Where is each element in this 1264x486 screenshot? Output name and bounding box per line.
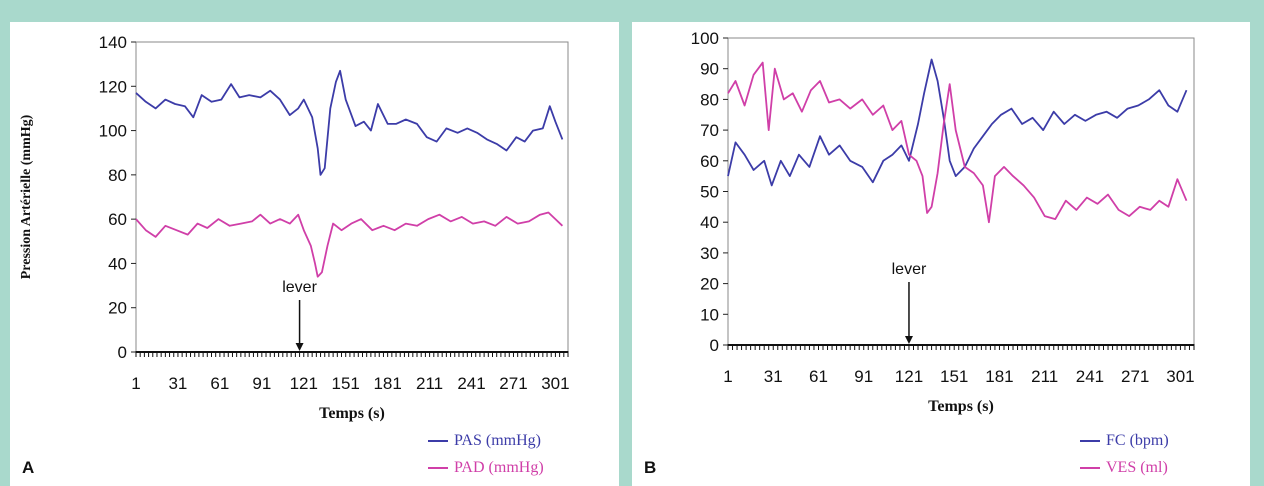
chart-panel-a: 0 20 40 60 80 100 120 140 1 31 61 91 121 151 181 211 241… xyxy=(10,22,619,486)
x-tick-label: 61 xyxy=(210,374,229,393)
x-tick-label: 31 xyxy=(168,374,187,393)
series-line-blue xyxy=(135,69,564,176)
pressure-chart: 0 20 40 60 80 100 120 140 1 31 61 91 121 151 181 211 241… xyxy=(19,33,570,422)
y-tick-label: 50 xyxy=(700,183,719,202)
legend-swatch-pad xyxy=(428,466,448,469)
heart-rate-stroke-volume-chart: 0 10 20 30 40 50 60 70 80 90 100 1 31 61 91 121 151 181 21… xyxy=(691,29,1195,415)
legend-item-pad: PAD (mmHg) xyxy=(428,454,544,481)
y-tick-label: 20 xyxy=(108,299,127,318)
y-tick-label: 80 xyxy=(700,90,719,109)
x-tick-label: 271 xyxy=(1121,367,1149,386)
y-tick-label: 100 xyxy=(99,122,127,141)
legend-item-ves: VES (ml) xyxy=(1080,454,1169,481)
x-tick-label: 151 xyxy=(332,374,360,393)
y-tick-label: 40 xyxy=(108,254,127,273)
y-tick-label: 10 xyxy=(700,305,719,324)
legend-label-pas: PAS (mmHg) xyxy=(454,431,541,449)
x-tick-label: 241 xyxy=(1076,367,1104,386)
y-tick-label: 80 xyxy=(108,166,127,185)
plot-area xyxy=(135,41,569,353)
annotation-label: lever xyxy=(892,261,927,278)
y-tick-label: 120 xyxy=(99,77,127,96)
series-line-pink xyxy=(727,61,1188,224)
plot-area xyxy=(727,37,1195,346)
x-tick-label: 121 xyxy=(290,374,318,393)
x-tick-label: 301 xyxy=(541,374,569,393)
series-line-pink xyxy=(135,211,564,278)
y-axis-title: Pression Artérielle (mmHg) xyxy=(19,114,34,279)
x-tick-label: 91 xyxy=(252,374,271,393)
x-tick-label: 181 xyxy=(373,374,401,393)
x-tick-label: 301 xyxy=(1166,367,1194,386)
annotation-arrow-head xyxy=(295,343,304,351)
legend-swatch-fc xyxy=(1080,439,1100,442)
y-tick-label: 60 xyxy=(700,152,719,171)
y-tick-label: 100 xyxy=(691,29,719,48)
legend-swatch-pas xyxy=(428,439,448,442)
chart-panel-b: 0 10 20 30 40 50 60 70 80 90 100 1 31 61 91 121 151 181 21… xyxy=(632,22,1250,486)
legend-label-fc: FC (bpm) xyxy=(1106,431,1169,449)
y-tick-label: 40 xyxy=(700,213,719,232)
x-tick-label: 151 xyxy=(940,367,968,386)
x-tick-label: 121 xyxy=(895,367,923,386)
legend-item-fc: FC (bpm) xyxy=(1080,427,1169,454)
x-tick-label: 181 xyxy=(985,367,1013,386)
y-tick-label: 70 xyxy=(700,121,719,140)
y-tick-label: 0 xyxy=(118,343,127,362)
legend-swatch-ves xyxy=(1080,466,1100,469)
y-tick-label: 140 xyxy=(99,33,127,52)
annotation-arrow-head xyxy=(904,336,913,344)
x-tick-label: 211 xyxy=(416,374,443,393)
legend-a: PAS (mmHg) PAD (mmHg) xyxy=(428,427,544,481)
y-tick-label: 0 xyxy=(710,336,719,355)
x-tick-label: 1 xyxy=(131,374,140,393)
legend-item-pas: PAS (mmHg) xyxy=(428,427,544,454)
y-tick-label: 60 xyxy=(108,210,127,229)
annotation-label: lever xyxy=(282,279,317,296)
y-tick-label: 20 xyxy=(700,275,719,294)
y-tick-label: 30 xyxy=(700,244,719,263)
series-line-blue xyxy=(727,58,1188,187)
x-tick-label: 211 xyxy=(1031,367,1058,386)
x-axis-title: Temps (s) xyxy=(928,398,994,415)
legend-label-pad: PAD (mmHg) xyxy=(454,458,544,476)
x-tick-label: 31 xyxy=(764,367,783,386)
panel-label-b: B xyxy=(644,458,657,477)
x-tick-label: 91 xyxy=(854,367,873,386)
y-tick-label: 90 xyxy=(700,60,719,79)
x-tick-label: 271 xyxy=(499,374,527,393)
panel-label-a: A xyxy=(22,458,35,477)
legend-b: FC (bpm) VES (ml) xyxy=(1080,427,1169,481)
x-tick-label: 241 xyxy=(457,374,485,393)
legend-label-ves: VES (ml) xyxy=(1106,458,1168,476)
x-tick-label: 61 xyxy=(809,367,828,386)
x-tick-label: 1 xyxy=(723,367,732,386)
x-axis-title: Temps (s) xyxy=(319,405,385,422)
